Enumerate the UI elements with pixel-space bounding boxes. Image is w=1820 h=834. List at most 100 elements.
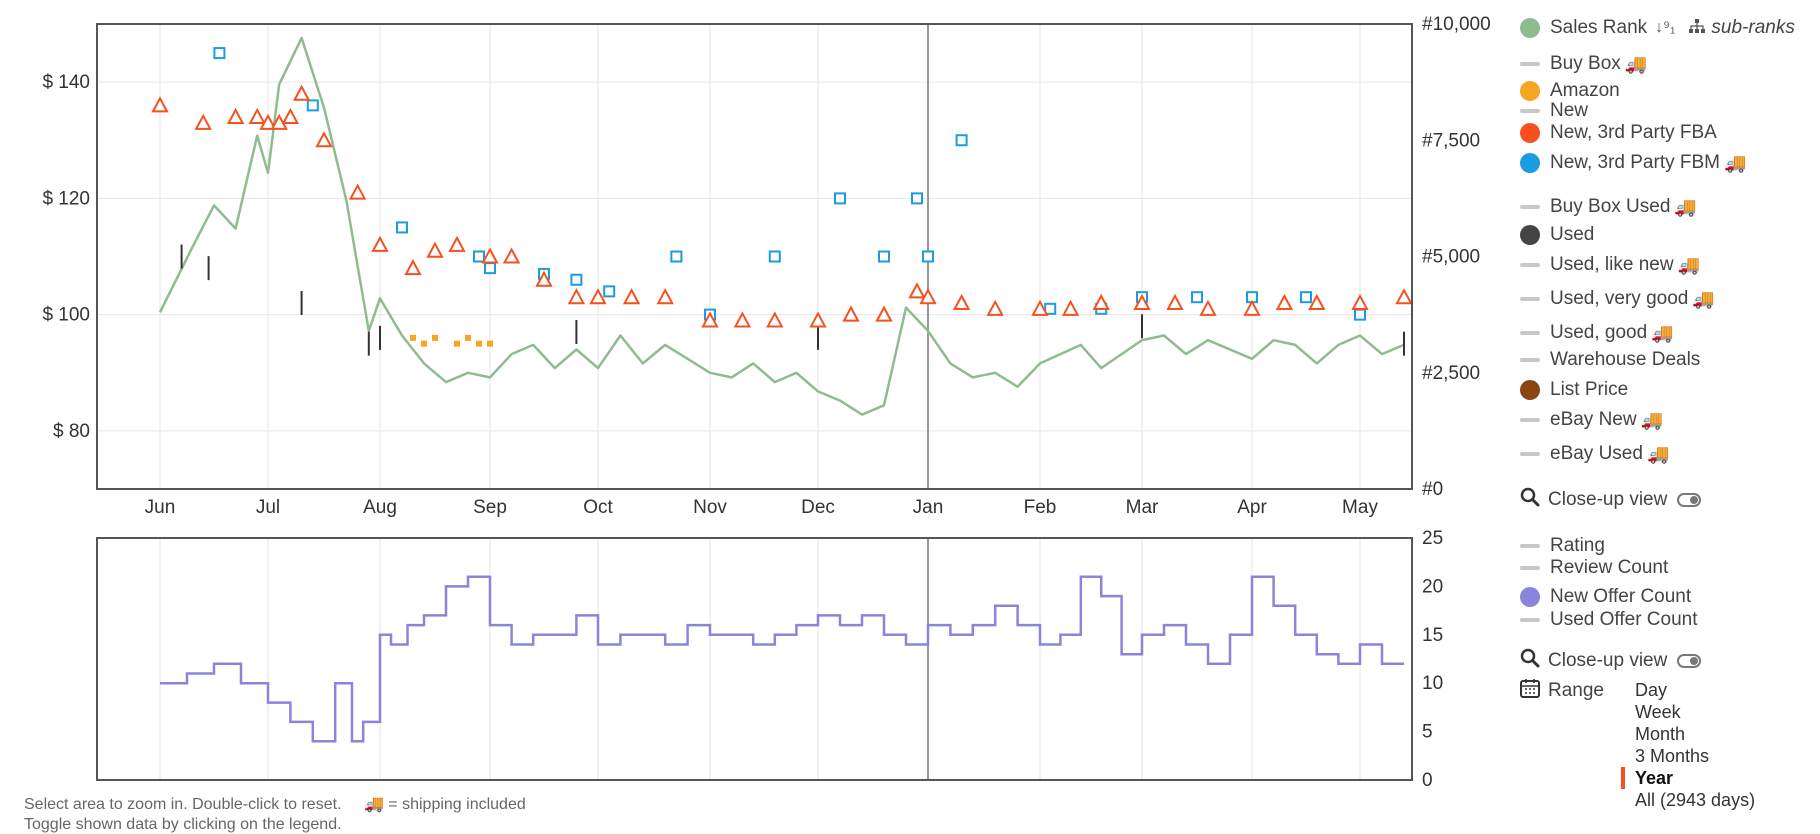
range-option-label: Year bbox=[1635, 768, 1674, 788]
fba-point bbox=[622, 288, 641, 305]
fba-point bbox=[1308, 293, 1326, 310]
legend-fba[interactable]: New, 3rd Party FBA bbox=[1520, 121, 1717, 145]
legend-dot-used bbox=[1520, 225, 1540, 245]
offer-count-chart[interactable]: 25 20 15 10 5 0 bbox=[96, 528, 1443, 791]
legend-used[interactable]: Used bbox=[1520, 223, 1594, 247]
fbm-point bbox=[922, 250, 934, 263]
fba-point bbox=[1275, 293, 1294, 310]
closeup-label: Close-up view bbox=[1548, 489, 1668, 510]
legend-new[interactable]: New bbox=[1520, 99, 1588, 123]
amazon-point bbox=[487, 340, 493, 347]
charts-canvas[interactable]: $ 140$ 120$ 100$ 80 #10,000#7,500#5,000#… bbox=[0, 0, 1500, 826]
legend-buy-box[interactable]: Buy Box 🚚 bbox=[1520, 52, 1647, 76]
range-option[interactable]: Week bbox=[1635, 701, 1681, 723]
legend-ebay-new-label: eBay New bbox=[1550, 409, 1637, 430]
truck-icon: 🚚 bbox=[1674, 196, 1697, 217]
legend-amazon[interactable]: Amazon bbox=[1520, 79, 1620, 103]
range-option-label: All (2943 days) bbox=[1635, 790, 1756, 810]
legend-used-good[interactable]: Used, good 🚚 bbox=[1520, 321, 1674, 345]
legend-new-offer-count[interactable]: New Offer Count bbox=[1520, 585, 1691, 609]
top-right-axis: #10,000 #7,500 #5,000 #2,500 #0 bbox=[1422, 14, 1491, 500]
fba-point bbox=[151, 96, 169, 113]
legend-sales-rank[interactable]: Sales Rank ↓⁹₁ sub-ranks bbox=[1520, 16, 1795, 40]
shipping-note: 🚚 = shipping included bbox=[363, 796, 526, 813]
sort-icon[interactable]: ↓⁹₁ bbox=[1655, 19, 1676, 36]
legend-sales-rank-label: Sales Rank bbox=[1550, 17, 1648, 38]
fba-point bbox=[1092, 293, 1110, 310]
legend-ebay-new[interactable]: eBay New 🚚 bbox=[1520, 408, 1663, 432]
range-option[interactable]: All (2943 days) bbox=[1635, 789, 1755, 811]
top-left-axis: $ 140 $ 120 $ 100 $ 80 bbox=[42, 72, 90, 442]
fba-point bbox=[481, 247, 499, 264]
legend-list-price[interactable]: List Price bbox=[1520, 378, 1628, 402]
truck-icon: 🚚 bbox=[1692, 288, 1715, 309]
x-tick-label: Dec bbox=[801, 497, 835, 518]
footer-hints: Select area to zoom in. Double-click to … bbox=[24, 794, 526, 814]
amazon-point bbox=[432, 334, 438, 341]
legend-dot-new-offer-count bbox=[1520, 587, 1540, 607]
sitemap-icon[interactable] bbox=[1689, 19, 1706, 37]
toggle-hint: Toggle shown data by clicking on the leg… bbox=[24, 816, 342, 833]
y2-tick-label: #7,500 bbox=[1422, 130, 1480, 151]
y2-tick-label: #2,500 bbox=[1422, 363, 1480, 384]
legend-rating[interactable]: Rating bbox=[1520, 534, 1605, 558]
fbm-point bbox=[911, 192, 923, 205]
legend-dash bbox=[1520, 418, 1540, 422]
price-history-chart[interactable]: $ 140$ 120$ 100$ 80 #10,000#7,500#5,000#… bbox=[42, 14, 1490, 518]
fba-point bbox=[986, 299, 1004, 316]
closeup-toggle-top[interactable]: Close-up view bbox=[1520, 487, 1702, 512]
sales-rank-line bbox=[158, 36, 1405, 416]
legend-dash bbox=[1520, 544, 1540, 548]
legend-used-very-good[interactable]: Used, very good 🚚 bbox=[1520, 287, 1715, 311]
legend-warehouse[interactable]: Warehouse Deals bbox=[1520, 348, 1700, 372]
legend-dot-fba bbox=[1520, 123, 1540, 143]
fba-point bbox=[1031, 299, 1049, 316]
truck-icon: 🚚 bbox=[1640, 409, 1664, 430]
x-tick-label: Nov bbox=[693, 497, 727, 518]
x-tick-label: Aug bbox=[363, 497, 397, 518]
fba-point bbox=[248, 107, 266, 124]
legend-new-offer-count-label: New Offer Count bbox=[1550, 586, 1692, 607]
x-tick-label: Sep bbox=[473, 497, 507, 518]
legend-review-count[interactable]: Review Count bbox=[1520, 556, 1668, 580]
fba-point bbox=[448, 235, 466, 252]
fba-point bbox=[226, 107, 245, 124]
y2-tick-label: #10,000 bbox=[1422, 14, 1491, 35]
legend-buy-box-used-label: Buy Box Used bbox=[1550, 196, 1671, 217]
toggle-switch-icon[interactable] bbox=[1677, 654, 1702, 668]
fbm-series bbox=[213, 47, 1366, 321]
legend-ebay-used[interactable]: eBay Used 🚚 bbox=[1520, 442, 1669, 466]
sub-ranks-link[interactable]: sub-ranks bbox=[1711, 17, 1795, 38]
fbm-point bbox=[1354, 308, 1366, 321]
x-tick-label: Mar bbox=[1126, 497, 1159, 518]
legend-used-like-new[interactable]: Used, like new 🚚 bbox=[1520, 253, 1700, 277]
amazon-point bbox=[454, 340, 460, 347]
fba-point bbox=[908, 282, 926, 299]
range-option[interactable]: 3 Months bbox=[1635, 745, 1709, 767]
range-option[interactable]: Day bbox=[1635, 679, 1667, 701]
truck-icon: 🚚 bbox=[1624, 53, 1648, 74]
calendar-icon bbox=[1520, 678, 1540, 704]
fba-point bbox=[1199, 299, 1217, 316]
legend-dash bbox=[1520, 358, 1540, 362]
fbm-point bbox=[603, 285, 616, 298]
x-tick-label: Apr bbox=[1237, 497, 1267, 518]
fbm-point bbox=[570, 273, 583, 286]
fbm-point bbox=[484, 262, 496, 275]
legend-fbm[interactable]: New, 3rd Party FBM 🚚 bbox=[1520, 151, 1746, 175]
fba-point bbox=[589, 288, 607, 305]
toggle-switch-icon[interactable] bbox=[1677, 493, 1702, 507]
legend-buy-box-used[interactable]: Buy Box Used 🚚 bbox=[1520, 195, 1697, 219]
fba-point bbox=[656, 288, 674, 305]
legend-used-offer-count[interactable]: Used Offer Count bbox=[1520, 608, 1698, 632]
range-option[interactable]: Month bbox=[1635, 723, 1685, 745]
y-tick-label: 0 bbox=[1422, 770, 1433, 791]
range-option[interactable]: Year bbox=[1621, 767, 1674, 789]
closeup-toggle-bottom[interactable]: Close-up view bbox=[1520, 648, 1702, 673]
fba-point bbox=[1166, 293, 1184, 310]
truck-icon: 🚚 bbox=[1677, 254, 1700, 275]
fba-point bbox=[875, 305, 893, 322]
fba-point bbox=[733, 311, 752, 328]
amazon-point bbox=[465, 334, 471, 341]
fba-point bbox=[535, 270, 553, 287]
